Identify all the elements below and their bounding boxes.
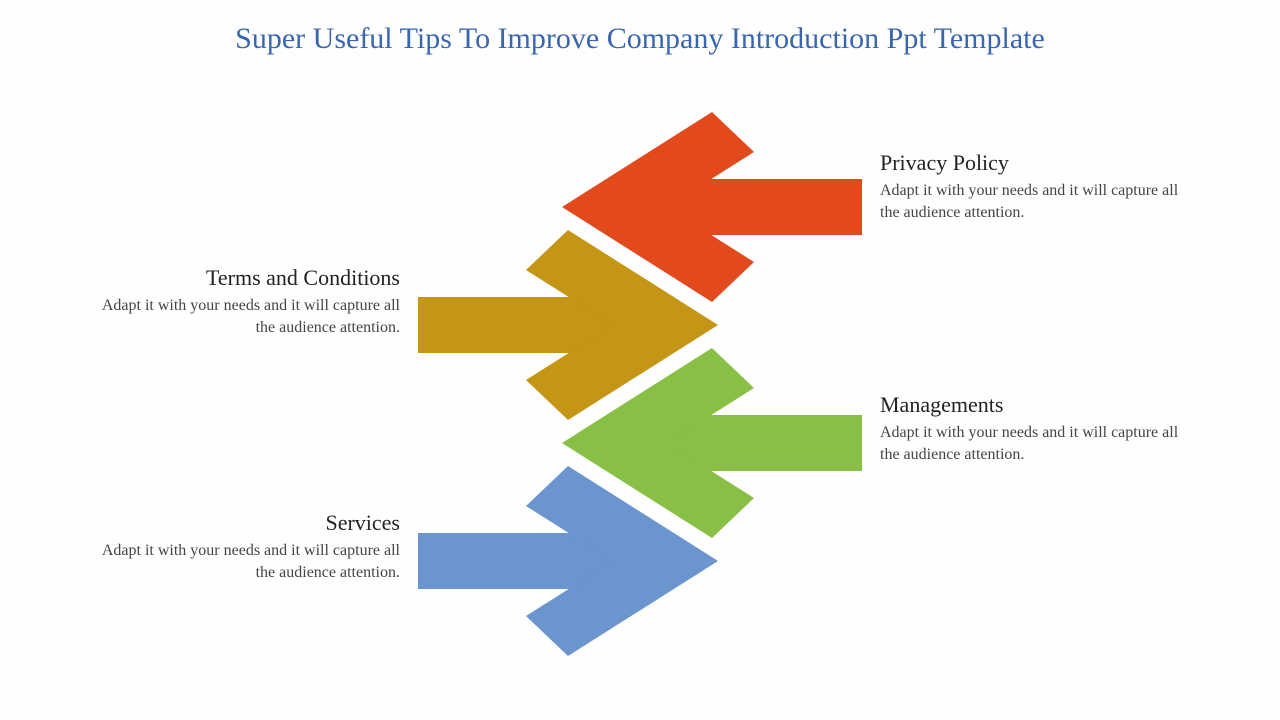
item-desc: Adapt it with your needs and it will cap… — [100, 540, 400, 583]
item-desc: Adapt it with your needs and it will cap… — [100, 295, 400, 338]
item-desc: Adapt it with your needs and it will cap… — [880, 180, 1180, 223]
arrows-layer — [0, 0, 1280, 720]
item-heading: Terms and Conditions — [100, 265, 400, 291]
item-1: Terms and Conditions Adapt it with your n… — [100, 265, 400, 338]
item-desc: Adapt it with your needs and it will cap… — [880, 422, 1180, 465]
item-heading: Managements — [880, 392, 1180, 418]
item-2: Managements Adapt it with your needs and … — [880, 392, 1180, 465]
slide: Super Useful Tips To Improve Company Int… — [0, 0, 1280, 720]
item-0: Privacy Policy Adapt it with your needs a… — [880, 150, 1180, 223]
item-heading: Privacy Policy — [880, 150, 1180, 176]
item-heading: Services — [100, 510, 400, 536]
item-3: Services Adapt it with your needs and it … — [100, 510, 400, 583]
